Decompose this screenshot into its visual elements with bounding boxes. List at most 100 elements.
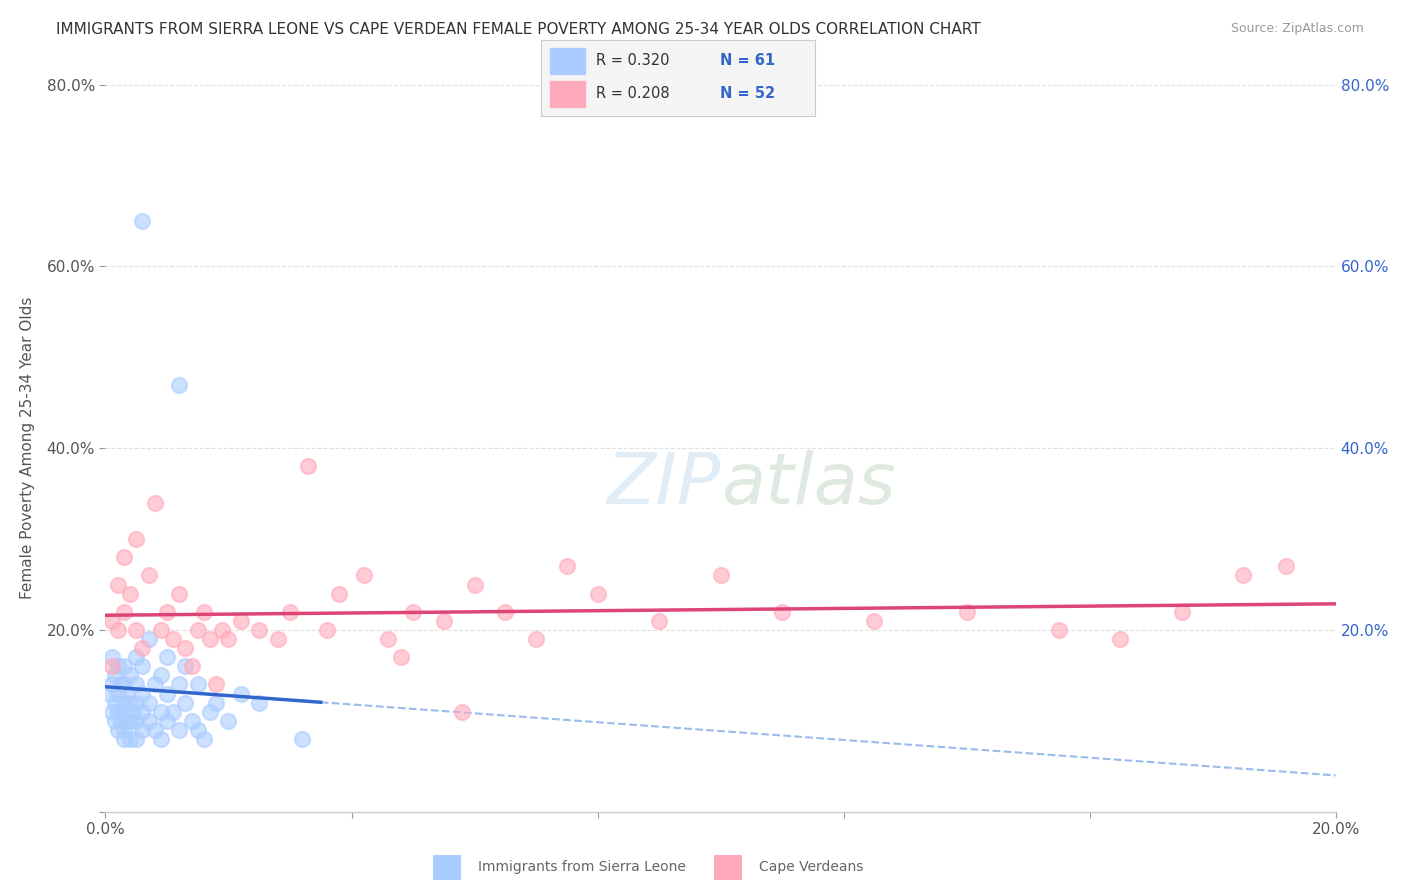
Point — [112, 731, 135, 746]
Text: ZIP: ZIP — [606, 450, 721, 519]
Point — [389, 650, 412, 665]
Point — [710, 568, 733, 582]
Point — [131, 641, 153, 656]
Point — [110, 714, 132, 728]
Point — [110, 677, 132, 691]
Point — [402, 605, 425, 619]
Point — [451, 705, 474, 719]
Text: atlas: atlas — [721, 450, 896, 519]
Point — [107, 659, 129, 673]
Point — [107, 577, 129, 591]
Point — [100, 614, 122, 628]
Point — [1171, 605, 1194, 619]
Point — [112, 677, 135, 691]
Point — [107, 687, 129, 701]
Point — [198, 705, 221, 719]
Point — [494, 605, 516, 619]
Point — [377, 632, 399, 646]
Bar — [550, 47, 585, 73]
Point — [104, 668, 127, 682]
Point — [169, 677, 191, 691]
Text: R = 0.208: R = 0.208 — [596, 87, 669, 102]
Point — [104, 714, 127, 728]
Point — [131, 214, 153, 228]
Point — [149, 731, 172, 746]
Point — [291, 731, 314, 746]
Point — [174, 641, 197, 656]
Point — [138, 568, 160, 582]
Point — [1047, 623, 1070, 637]
Point — [112, 605, 135, 619]
Text: Immigrants from Sierra Leone: Immigrants from Sierra Leone — [478, 861, 686, 874]
Point — [193, 605, 215, 619]
Point — [229, 687, 252, 701]
Point — [125, 532, 148, 546]
Text: N = 61: N = 61 — [720, 54, 775, 68]
Point — [156, 687, 179, 701]
Point — [229, 614, 252, 628]
Point — [149, 623, 172, 637]
Point — [169, 377, 191, 392]
Point — [100, 705, 122, 719]
Point — [218, 714, 240, 728]
Point — [100, 650, 122, 665]
Point — [1109, 632, 1132, 646]
Point — [149, 668, 172, 682]
Point — [297, 459, 319, 474]
Bar — [550, 81, 585, 107]
Point — [162, 705, 184, 719]
Point — [205, 677, 228, 691]
Point — [169, 723, 191, 737]
Point — [218, 632, 240, 646]
Point — [180, 714, 202, 728]
Bar — [433, 855, 461, 880]
Point — [125, 677, 148, 691]
Point — [1232, 568, 1254, 582]
Point — [107, 623, 129, 637]
Point — [107, 705, 129, 719]
Point — [125, 696, 148, 710]
Bar — [714, 855, 742, 880]
Text: IMMIGRANTS FROM SIERRA LEONE VS CAPE VERDEAN FEMALE POVERTY AMONG 25-34 YEAR OLD: IMMIGRANTS FROM SIERRA LEONE VS CAPE VER… — [56, 22, 981, 37]
Point — [138, 714, 160, 728]
Point — [524, 632, 547, 646]
Point — [138, 632, 160, 646]
Point — [956, 605, 979, 619]
Point — [97, 687, 120, 701]
Point — [125, 650, 148, 665]
Point — [353, 568, 375, 582]
Point — [149, 705, 172, 719]
Point — [122, 705, 145, 719]
Point — [112, 696, 135, 710]
Point — [648, 614, 671, 628]
Point — [211, 623, 233, 637]
Point — [174, 659, 197, 673]
Point — [156, 650, 179, 665]
Point — [180, 659, 202, 673]
Point — [131, 659, 153, 673]
Point — [863, 614, 886, 628]
Point — [169, 587, 191, 601]
Point — [187, 677, 209, 691]
Point — [464, 577, 486, 591]
Text: R = 0.320: R = 0.320 — [596, 54, 669, 68]
Point — [1275, 559, 1298, 574]
Point — [112, 659, 135, 673]
Point — [143, 723, 166, 737]
Point — [328, 587, 350, 601]
Point — [586, 587, 609, 601]
Point — [138, 696, 160, 710]
Point — [112, 723, 135, 737]
Point — [187, 723, 209, 737]
Text: Cape Verdeans: Cape Verdeans — [759, 861, 863, 874]
Point — [143, 677, 166, 691]
Point — [115, 714, 138, 728]
Point — [433, 614, 456, 628]
Point — [162, 632, 184, 646]
Point — [315, 623, 337, 637]
Point — [267, 632, 290, 646]
Point — [278, 605, 301, 619]
Point — [143, 496, 166, 510]
Y-axis label: Female Poverty Among 25-34 Year Olds: Female Poverty Among 25-34 Year Olds — [21, 297, 35, 599]
Point — [131, 687, 153, 701]
